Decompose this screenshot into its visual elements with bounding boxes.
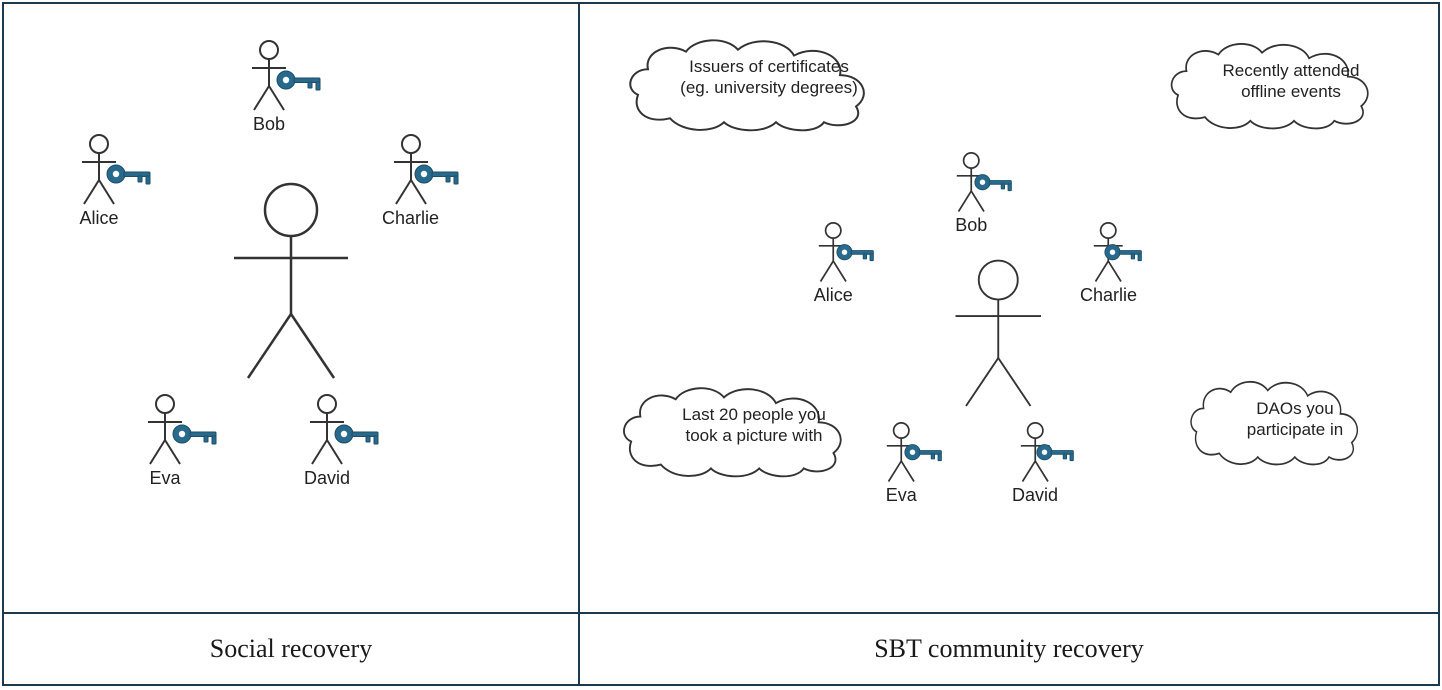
key-icon <box>334 422 382 451</box>
person-label: Eva <box>140 468 190 489</box>
panel-sbt-community-recovery: Alice Bob Charlie <box>580 4 1438 612</box>
caption-left-cell: Social recovery <box>4 614 580 684</box>
cloud-0: Issuers of certificates(eg. university d… <box>626 34 876 132</box>
person-label: David <box>302 468 352 489</box>
caption-left: Social recovery <box>210 634 372 664</box>
central-person-icon <box>942 259 1055 414</box>
person-label: Alice <box>74 208 124 229</box>
cloud-text: DAOs youparticipate in <box>1188 376 1402 441</box>
central-person-icon <box>216 182 366 387</box>
person-label: Charlie <box>1080 285 1137 306</box>
panel-social-recovery: Alice Bob Charlie <box>4 4 580 612</box>
person-label: Eva <box>880 485 923 506</box>
key-icon <box>836 242 877 267</box>
key-icon <box>276 68 324 97</box>
person-label: Charlie <box>382 208 439 229</box>
key-icon <box>1104 242 1145 267</box>
person-label: Bob <box>244 114 294 135</box>
cloud-3: DAOs youparticipate in <box>1188 376 1366 466</box>
key-icon <box>172 422 220 451</box>
cloud-text: Issuers of certificates(eg. university d… <box>626 34 912 99</box>
caption-row: Social recovery SBT community recovery <box>4 614 1438 684</box>
cloud-text: Recently attendedoffline events <box>1168 38 1414 103</box>
key-icon <box>904 442 945 467</box>
key-icon <box>414 162 462 191</box>
cloud-text: Last 20 people youtook a picture with <box>620 382 888 447</box>
top-row: Alice Bob Charlie <box>4 4 1438 614</box>
person-label: David <box>1012 485 1058 506</box>
cloud-1: Recently attendedoffline events <box>1168 38 1378 130</box>
cloud-2: Last 20 people youtook a picture with <box>620 382 852 478</box>
key-icon <box>974 172 1015 197</box>
key-icon <box>106 162 154 191</box>
key-icon <box>1036 442 1077 467</box>
caption-right: SBT community recovery <box>874 634 1144 664</box>
person-label: Alice <box>812 285 855 306</box>
diagram-frame: Alice Bob Charlie <box>2 2 1440 686</box>
caption-right-cell: SBT community recovery <box>580 614 1438 684</box>
person-label: Bob <box>950 215 993 236</box>
